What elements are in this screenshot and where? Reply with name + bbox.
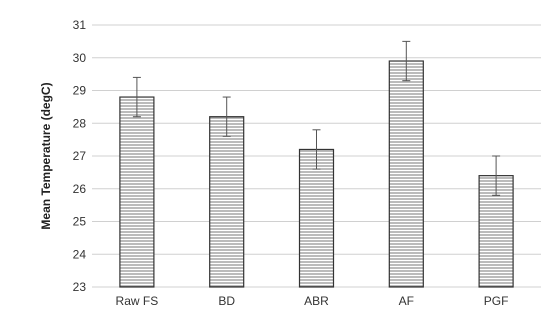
- x-axis-ticks: Raw FS BD ABR AF PGF: [116, 294, 509, 308]
- y-tick-label-24: 24: [73, 247, 87, 261]
- y-tick-label-25: 25: [73, 215, 87, 229]
- y-tick-label-30: 30: [73, 51, 87, 65]
- x-tick-label-af: AF: [399, 294, 414, 308]
- bar-raw-fs: [119, 96, 155, 288]
- bar-bd: [209, 116, 245, 288]
- error-bar-pgf: [492, 155, 501, 196]
- y-tick-label-26: 26: [73, 182, 87, 196]
- y-tick-label-31: 31: [73, 18, 87, 32]
- y-axis-ticks: 23 24 25 26 27 28 29 30 31: [73, 18, 87, 294]
- x-tick-label-pgf: PGF: [484, 294, 509, 308]
- bar-af: [388, 60, 424, 288]
- y-tick-label-28: 28: [73, 116, 87, 130]
- y-tick-label-27: 27: [73, 149, 87, 163]
- y-axis-title: Mean Temperature (degC): [39, 82, 53, 229]
- error-bars: [132, 40, 501, 196]
- y-tick-label-29: 29: [73, 84, 87, 98]
- bar-abr: [298, 148, 335, 288]
- x-tick-label-raw-fs: Raw FS: [116, 294, 159, 308]
- error-bar-abr: [312, 129, 321, 170]
- error-bar-bd: [222, 96, 231, 137]
- bars: [119, 60, 514, 288]
- error-bar-raw-fs: [132, 76, 141, 118]
- x-tick-label-bd: BD: [218, 294, 235, 308]
- error-bar-af: [402, 40, 411, 82]
- x-tick-label-abr: ABR: [304, 294, 329, 308]
- y-tick-label-23: 23: [73, 280, 87, 294]
